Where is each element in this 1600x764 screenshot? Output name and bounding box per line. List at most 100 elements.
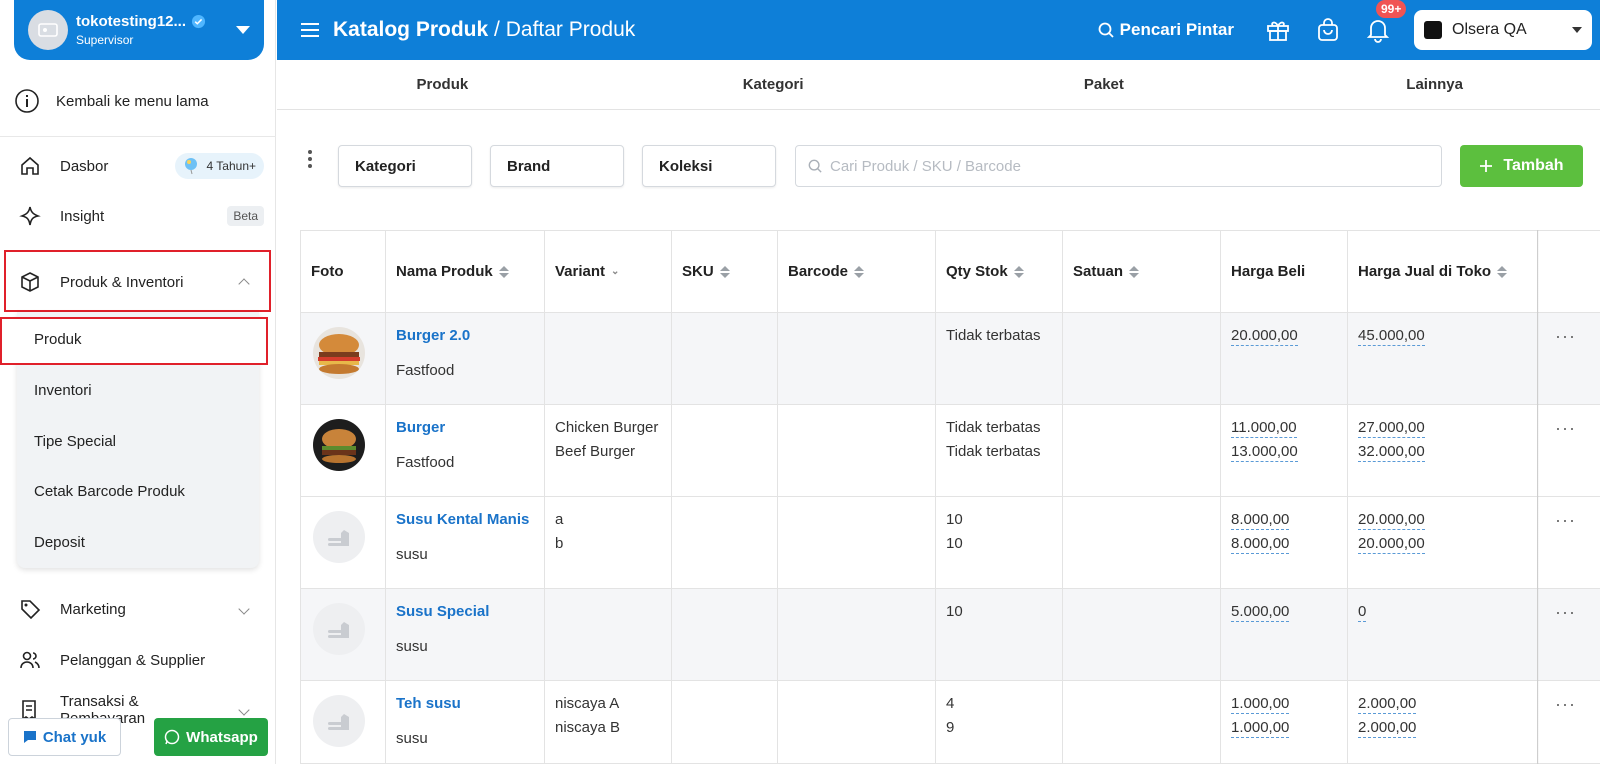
header-sku[interactable]: SKU <box>672 231 778 312</box>
buy-price[interactable]: 1.000,00 <box>1231 719 1290 738</box>
submenu-item-deposit[interactable]: Deposit <box>34 534 85 551</box>
row-actions-icon[interactable]: ··· <box>1555 326 1576 346</box>
qty-value: Tidak terbatas <box>946 443 1041 460</box>
variant-name: niscaya B <box>555 719 621 736</box>
sort-icon <box>498 265 509 278</box>
chevron-down-icon <box>238 704 250 716</box>
buy-price[interactable]: 5.000,00 <box>1231 603 1290 622</box>
row-actions-icon[interactable]: ··· <box>1555 510 1576 530</box>
qty-value: Tidak terbatas <box>946 327 1041 344</box>
sell-price[interactable]: 20.000,00 <box>1358 511 1425 530</box>
header-foto: Foto <box>301 231 386 312</box>
bell-icon[interactable]: 99+ <box>1364 0 1407 44</box>
search-icon <box>1098 22 1114 38</box>
row-actions-icon[interactable]: ··· <box>1555 694 1576 714</box>
product-name-link[interactable]: Susu Kental Manis <box>396 511 530 528</box>
chevron-down-icon <box>238 603 250 615</box>
sell-price[interactable]: 45.000,00 <box>1358 327 1425 346</box>
tag-icon <box>18 597 42 621</box>
search-icon <box>808 159 822 173</box>
product-name-link[interactable]: Burger 2.0 <box>396 327 471 344</box>
sidebar-item-dashboard[interactable]: Dasbor 4 Tahun+ <box>18 148 264 184</box>
whatsapp-button[interactable]: Whatsapp <box>154 718 268 756</box>
top-bar: Katalog Produk / Daftar Produk Pencari P… <box>277 0 1600 60</box>
product-category: susu <box>396 546 428 563</box>
tab-paket[interactable]: Paket <box>1083 76 1124 93</box>
variant-name: b <box>555 535 564 552</box>
sort-icon <box>854 265 865 278</box>
sidebar-item-marketing[interactable]: Marketing <box>18 591 264 627</box>
koleksi-filter[interactable]: Koleksi <box>642 145 776 187</box>
sort-icon <box>1013 265 1024 278</box>
old-menu-label: Kembali ke menu lama <box>56 92 209 110</box>
header-barcode[interactable]: Barcode <box>778 231 936 312</box>
row-actions-icon[interactable]: ··· <box>1555 418 1576 438</box>
whatsapp-label: Whatsapp <box>186 728 258 746</box>
sidebar-item-customers[interactable]: Pelanggan & Supplier <box>18 642 264 678</box>
submenu-item-cetak-barcode[interactable]: Cetak Barcode Produk <box>34 483 185 500</box>
sell-price[interactable]: 0 <box>1358 603 1367 622</box>
header-harga-beli: Harga Beli <box>1221 231 1348 312</box>
product-name-link[interactable]: Teh susu <box>396 695 461 712</box>
row-actions-icon[interactable]: ··· <box>1555 602 1576 622</box>
buy-price[interactable]: 20.000,00 <box>1231 327 1298 346</box>
sell-price[interactable]: 32.000,00 <box>1358 443 1425 462</box>
sidebar-item-label: Produk & Inventori <box>60 273 184 291</box>
qty-value: 9 <box>946 719 955 736</box>
buy-price[interactable]: 1.000,00 <box>1231 695 1290 714</box>
breadcrumb-main[interactable]: Katalog Produk <box>333 18 489 41</box>
buy-price[interactable]: 8.000,00 <box>1231 511 1290 530</box>
old-menu-link[interactable]: Kembali ke menu lama <box>14 88 209 114</box>
submenu-item-produk[interactable]: Produk <box>34 331 82 348</box>
tab-produk[interactable]: Produk <box>416 76 469 93</box>
gift-icon[interactable] <box>1264 16 1292 44</box>
sidebar-item-label: Insight <box>60 207 105 225</box>
header-variant[interactable]: Variant ⌄ <box>545 231 672 312</box>
buy-price[interactable]: 8.000,00 <box>1231 535 1290 554</box>
sell-price[interactable]: 27.000,00 <box>1358 419 1425 438</box>
product-category: susu <box>396 638 428 655</box>
store-selector[interactable]: Olsera QA <box>1414 10 1592 50</box>
shopping-bag-icon[interactable] <box>1314 16 1342 44</box>
sticky-column-shadow <box>1537 230 1539 764</box>
sidebar-item-insight[interactable]: Insight Beta <box>18 198 264 234</box>
search-input[interactable] <box>830 157 1441 175</box>
chevron-down-icon: ⌄ <box>611 266 620 277</box>
chat-button[interactable]: Chat yuk <box>8 718 121 756</box>
product-name-link[interactable]: Burger <box>396 419 446 436</box>
smart-search-button[interactable]: Pencari Pintar <box>1098 20 1234 40</box>
kategori-filter[interactable]: Kategori <box>338 145 472 187</box>
menu-icon[interactable] <box>301 23 319 37</box>
sidebar-item-label: Dasbor <box>60 157 109 175</box>
brand-filter[interactable]: Brand <box>490 145 624 187</box>
years-badge-text: 4 Tahun+ <box>206 159 257 173</box>
product-category: Fastfood <box>396 454 455 471</box>
table-row[interactable]: Burger 2.0 Fastfood Tidak terbatas 20.000… <box>301 313 1600 405</box>
submenu-item-inventori[interactable]: Inventori <box>34 382 92 399</box>
product-name-link[interactable]: Susu Special <box>396 603 490 620</box>
more-options-icon[interactable] <box>308 150 312 168</box>
buy-price[interactable]: 13.000,00 <box>1231 443 1298 462</box>
table-row[interactable]: Burger Fastfood Chicken Burger Beef Burger… <box>301 405 1600 497</box>
buy-price[interactable]: 11.000,00 <box>1231 419 1297 438</box>
tab-lainnya[interactable]: Lainnya <box>1406 76 1463 93</box>
catalog-tabs: Produk Kategori Paket Lainnya <box>277 60 1600 110</box>
table-row[interactable]: Teh susu susu niscaya A niscaya B 4 9 1.000… <box>301 681 1600 763</box>
add-product-button[interactable]: Tambah <box>1460 145 1583 187</box>
table-row[interactable]: Susu Special susu 10 5.000,00 0 <box>301 589 1600 681</box>
tab-kategori[interactable]: Kategori <box>742 76 804 93</box>
sidebar-item-products-inventory[interactable]: Produk & Inventori <box>18 264 264 300</box>
sell-price[interactable]: 2.000,00 <box>1358 695 1417 714</box>
header-qty-stok[interactable]: Qty Stok <box>936 231 1063 312</box>
info-icon <box>15 89 39 113</box>
submenu-item-tipe-special[interactable]: Tipe Special <box>34 433 116 450</box>
header-harga-jual[interactable]: Harga Jual di Toko <box>1348 231 1538 312</box>
header-nama-produk[interactable]: Nama Produk <box>386 231 545 312</box>
years-badge: 4 Tahun+ <box>174 153 264 179</box>
highlight-box <box>0 317 268 365</box>
account-switcher[interactable]: tokotesting12... Supervisor <box>14 0 264 60</box>
sell-price[interactable]: 2.000,00 <box>1358 719 1417 738</box>
sell-price[interactable]: 20.000,00 <box>1358 535 1425 554</box>
header-satuan[interactable]: Satuan <box>1063 231 1221 312</box>
